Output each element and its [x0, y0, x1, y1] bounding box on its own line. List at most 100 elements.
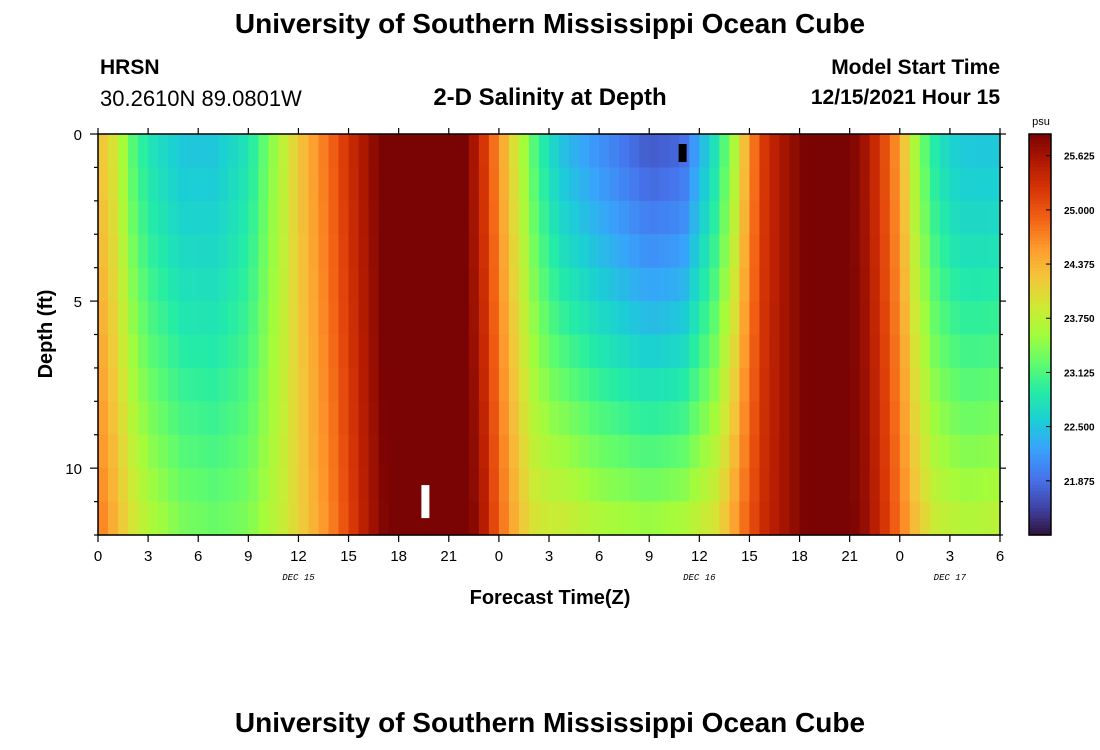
- colorbar-segment: [1029, 394, 1051, 399]
- heatmap-cell: [729, 367, 741, 402]
- heatmap-cell: [518, 134, 530, 169]
- heatmap-cell: [859, 167, 871, 202]
- heatmap-cell: [238, 401, 249, 436]
- heatmap-cell: [218, 334, 229, 369]
- heatmap-cell: [288, 401, 300, 436]
- heatmap-cell: [278, 401, 290, 436]
- heatmap-cell: [689, 134, 700, 169]
- heatmap-cell: [699, 234, 710, 269]
- heatmap-cell: [308, 334, 320, 369]
- heatmap-cell: [158, 367, 169, 402]
- heatmap-cell: [749, 134, 761, 169]
- heatmap-cell: [729, 267, 741, 302]
- heatmap-cell: [649, 134, 660, 169]
- heatmap-cell: [669, 334, 680, 369]
- heatmap-cell: [569, 401, 580, 436]
- heatmap-cell: [609, 301, 620, 336]
- heatmap-cell: [178, 401, 189, 436]
- heatmap-cell: [98, 401, 109, 436]
- colorbar-segment: [1029, 431, 1051, 436]
- heatmap-cell: [719, 501, 730, 536]
- heatmap-cell: [518, 234, 530, 269]
- colorbar-segment: [1029, 464, 1051, 469]
- heatmap-cell: [609, 200, 620, 235]
- heatmap-cell: [408, 267, 420, 302]
- heatmap-cell: [849, 234, 861, 269]
- heatmap-cell: [538, 234, 550, 269]
- heatmap-cell: [619, 501, 630, 536]
- heatmap-cell: [619, 434, 630, 469]
- heatmap-cell: [378, 401, 390, 436]
- heatmap-cell: [919, 401, 931, 436]
- heatmap-cell: [428, 434, 440, 469]
- heatmap-cell: [759, 134, 771, 169]
- heatmap-cell: [669, 401, 680, 436]
- heatmap-cell: [659, 367, 670, 402]
- heatmap-cell: [368, 267, 380, 302]
- heatmap-cell: [879, 501, 891, 536]
- heatmap-cell: [488, 267, 500, 302]
- heatmap-cell: [969, 367, 981, 402]
- heatmap-cell: [418, 301, 430, 336]
- heatmap-cell: [739, 334, 751, 369]
- heatmap-cell: [749, 267, 761, 302]
- heatmap-cell: [819, 434, 831, 469]
- heatmap-cell: [538, 267, 550, 302]
- heatmap-cell: [839, 134, 851, 169]
- heatmap-cell: [338, 200, 350, 235]
- x-tick-label: 15: [340, 548, 357, 565]
- colorbar-segment: [1029, 214, 1051, 219]
- heatmap-cell: [218, 200, 229, 235]
- heatmap-cell: [458, 434, 470, 469]
- heatmap-cell: [769, 167, 781, 202]
- heatmap-cell: [609, 468, 620, 503]
- heatmap-cell: [969, 200, 981, 235]
- heatmap-cell: [829, 234, 841, 269]
- colorbar-segment: [1029, 327, 1051, 332]
- heatmap-cell: [579, 134, 590, 169]
- colorbar-tick-label: 25.625: [1064, 152, 1095, 163]
- heatmap-cell: [989, 367, 1001, 402]
- heatmap-cell: [619, 200, 630, 235]
- heatmap-cell: [619, 367, 630, 402]
- heatmap-cell: [799, 234, 811, 269]
- colorbar-segment: [1029, 187, 1051, 192]
- heatmap-cell: [138, 134, 149, 169]
- heatmap-cell: [198, 334, 209, 369]
- heatmap-cell: [739, 167, 751, 202]
- heatmap-cell: [559, 200, 570, 235]
- heatmap-cell: [318, 200, 330, 235]
- heatmap-cell: [799, 501, 811, 536]
- heatmap-cell: [448, 167, 460, 202]
- heatmap-cell: [679, 200, 690, 235]
- heatmap-cell: [749, 367, 761, 402]
- heatmap-cell: [689, 367, 700, 402]
- heatmap-cell: [478, 401, 490, 436]
- heatmap-cell: [108, 334, 119, 369]
- heatmap-cell: [739, 267, 751, 302]
- heatmap-cell: [899, 434, 911, 469]
- heatmap-cell: [308, 234, 320, 269]
- heatmap-cell: [559, 334, 570, 369]
- heatmap-cell: [448, 401, 460, 436]
- heatmap-cell: [609, 234, 620, 269]
- heatmap-cell: [178, 434, 189, 469]
- heatmap-cell: [538, 334, 550, 369]
- heatmap-cell: [819, 134, 831, 169]
- heatmap-cell: [749, 167, 761, 202]
- heatmap-cell: [388, 200, 400, 235]
- heatmap-cell: [989, 401, 1001, 436]
- heatmap-cell: [528, 267, 540, 302]
- heatmap-cell: [108, 434, 119, 469]
- heatmap-cell: [518, 401, 530, 436]
- heatmap-cell: [298, 501, 310, 536]
- colorbar-segment: [1029, 164, 1051, 169]
- heatmap-cell: [599, 234, 610, 269]
- colorbar-segment: [1029, 468, 1051, 473]
- heatmap-cell: [368, 134, 380, 169]
- heatmap-cell: [488, 134, 500, 169]
- heatmap-cell: [729, 134, 741, 169]
- heatmap-cell: [769, 200, 781, 235]
- heatmap-cell: [458, 334, 470, 369]
- heatmap-cell: [749, 434, 761, 469]
